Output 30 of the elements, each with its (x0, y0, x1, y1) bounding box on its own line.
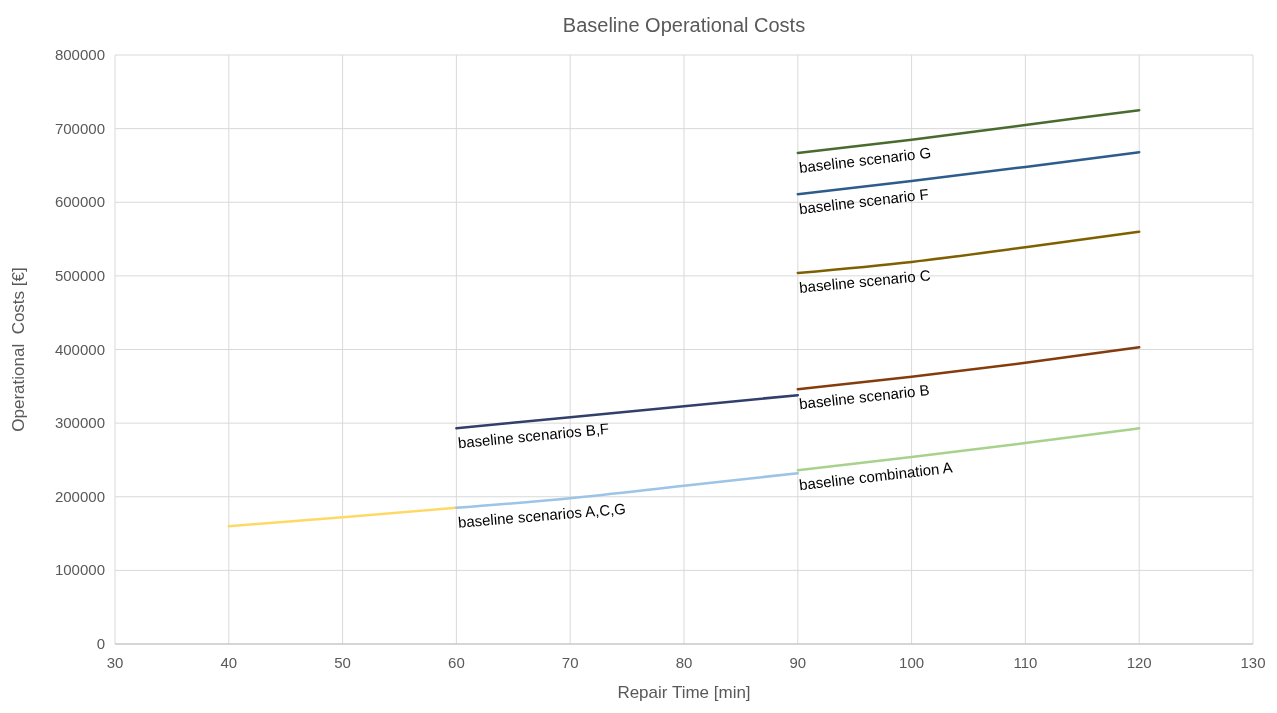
x-tick-label: 70 (561, 654, 579, 671)
x-tick-label: 80 (675, 654, 693, 671)
x-tick-label: 60 (448, 654, 465, 671)
text: baseline scenario C (798, 266, 932, 296)
y-tick-label: 400000 (54, 340, 105, 358)
y-axis-title: Operational Costs [€] (9, 267, 28, 432)
series-label: baseline scenarios A,C,G (457, 499, 627, 531)
text: baseline scenario B (798, 381, 931, 413)
text: baseline combination A (798, 458, 954, 494)
text: baseline scenario F (798, 185, 930, 218)
y-tick-label: 700000 (54, 119, 105, 137)
y-tick-label: 600000 (54, 193, 105, 211)
text: baseline scenario G (798, 143, 932, 176)
y-tick-label: 100000 (54, 561, 105, 579)
chart-title: Baseline Operational Costs (562, 14, 806, 36)
x-tick-label: 40 (220, 654, 238, 671)
x-tick-label: 90 (789, 654, 807, 671)
x-tick-label: 50 (334, 654, 351, 671)
text: baseline scenarios B,F (457, 419, 610, 452)
y-tick-label: 200000 (54, 487, 105, 505)
x-tick-label: 110 (1013, 654, 1038, 671)
x-axis-title: Repair Time [min] (617, 683, 751, 702)
x-tick-label: 120 (1126, 654, 1152, 671)
y-tick-label: 800000 (54, 46, 105, 63)
y-tick-label: 500000 (54, 266, 105, 284)
x-tick-label: 130 (1240, 654, 1266, 671)
x-tick-label: 30 (106, 654, 124, 671)
x-tick-label: 100 (899, 654, 925, 671)
y-tick-label: 300000 (54, 414, 105, 432)
y-tick-label: 0 (96, 635, 105, 652)
